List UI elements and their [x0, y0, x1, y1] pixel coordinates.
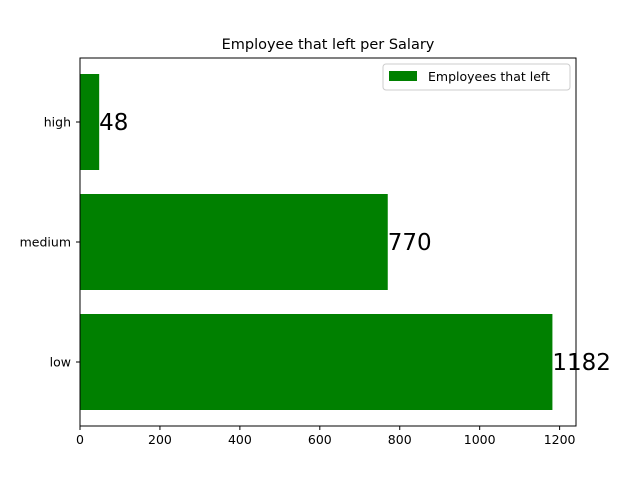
- bar-medium: [80, 194, 388, 290]
- x-tick-label-200: 200: [148, 432, 172, 447]
- bars-layer: [80, 74, 553, 410]
- data-label-low: 1182: [552, 350, 611, 376]
- x-tick-label-800: 800: [388, 432, 412, 447]
- x-tick-label-1000: 1000: [464, 432, 496, 447]
- data-labels-layer: 1182 770 48: [99, 110, 611, 376]
- x-tick-label-1200: 1200: [544, 432, 576, 447]
- y-tick-label-high: high: [44, 115, 71, 130]
- axes-layer: low medium high 0 200 400 600 800 1000 1200: [20, 57, 577, 447]
- x-tick-label-400: 400: [228, 432, 252, 447]
- chart-title: Employee that left per Salary: [222, 37, 435, 53]
- bar-low: [80, 314, 553, 410]
- legend: Employees that left: [382, 63, 571, 91]
- bar-high: [80, 74, 100, 170]
- legend-label: Employees that left: [428, 69, 550, 84]
- data-label-medium: 770: [388, 230, 432, 256]
- legend-box: [382, 63, 571, 91]
- x-tick-label-600: 600: [308, 432, 332, 447]
- data-label-high: 48: [99, 110, 128, 136]
- y-tick-label-low: low: [50, 355, 71, 370]
- legend-swatch: [389, 71, 417, 81]
- y-tick-label-medium: medium: [20, 235, 71, 250]
- x-tick-label-0: 0: [76, 432, 84, 447]
- plot-frame: [79, 57, 577, 427]
